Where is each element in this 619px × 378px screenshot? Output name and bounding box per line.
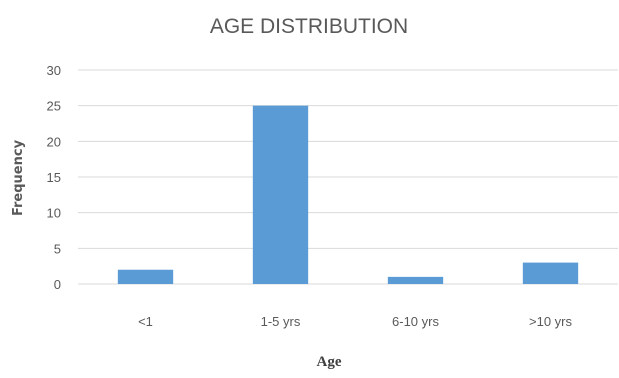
y-axis-label: Frequency bbox=[11, 139, 26, 216]
gridlines bbox=[78, 69, 618, 285]
x-tick-label: 1-5 yrs bbox=[261, 314, 301, 329]
y-tick-label: 15 bbox=[47, 170, 61, 185]
y-tick-label: 10 bbox=[47, 206, 61, 221]
x-tick-label: >10 yrs bbox=[529, 314, 572, 329]
x-tick-label: <1 bbox=[138, 314, 153, 329]
bar bbox=[252, 105, 309, 285]
bars bbox=[117, 105, 579, 285]
x-axis-ticks: <1 1-5 yrs 6-10 yrs >10 yrs bbox=[138, 314, 572, 329]
y-tick-label: 20 bbox=[47, 134, 61, 149]
chart-title: AGE DISTRIBUTION bbox=[210, 15, 408, 38]
y-tick-label: 30 bbox=[47, 63, 61, 78]
x-tick-label: 6-10 yrs bbox=[392, 314, 439, 329]
y-tick-label: 25 bbox=[47, 99, 61, 114]
bar bbox=[117, 269, 174, 284]
bar bbox=[387, 276, 444, 284]
y-axis-ticks: 0 5 10 15 20 25 30 bbox=[47, 63, 61, 292]
bar bbox=[522, 262, 579, 284]
y-tick-label: 0 bbox=[54, 277, 61, 292]
y-tick-label: 5 bbox=[54, 241, 61, 256]
x-axis-label: Age bbox=[317, 354, 342, 370]
